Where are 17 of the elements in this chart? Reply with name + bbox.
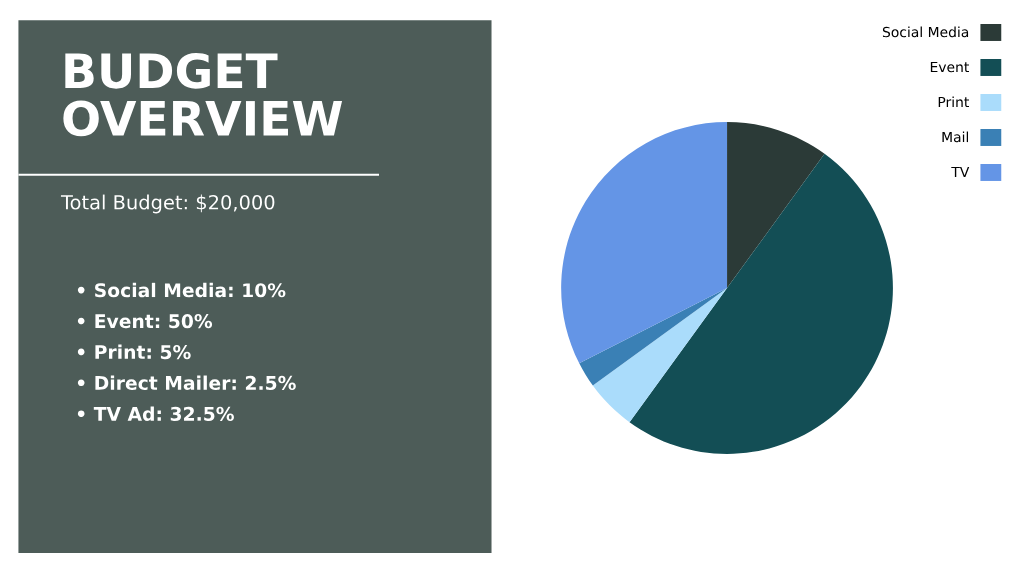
pie-slice (579, 288, 728, 386)
text: • Direct Mailer: 2.5% (77, 375, 296, 391)
legend-label: TV (951, 166, 970, 178)
legend-label: Event (930, 61, 969, 73)
pie-slice (592, 288, 728, 423)
pie-slice (629, 153, 893, 454)
text: • Event: 50% (77, 314, 213, 329)
text: Total Budget: $20,000 (60, 194, 275, 214)
text: BUDGET OVERVIEW (63, 52, 343, 137)
legend-label: Print (938, 96, 969, 108)
pie-slice (727, 122, 825, 288)
text: • Print: 5% (77, 344, 191, 360)
legend-label: Social Media (882, 26, 969, 38)
text: • TV Ad: 32.5% (77, 406, 234, 421)
legend-label: Mail (942, 131, 969, 143)
pie-slice (561, 122, 728, 364)
text: • Social Media: 10% (77, 282, 286, 298)
